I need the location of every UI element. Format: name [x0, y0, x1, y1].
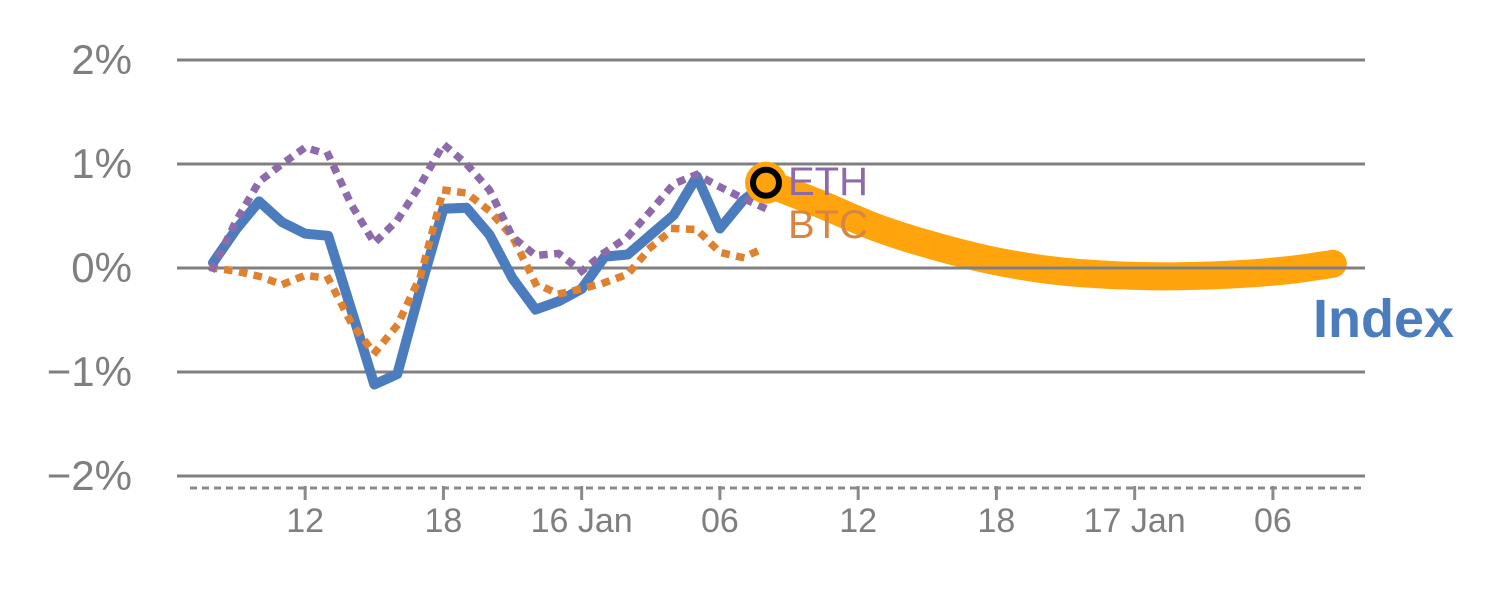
current-value-marker [750, 166, 783, 199]
x-tick-label: 12 [839, 502, 878, 540]
y-tick-label: 2% [71, 36, 132, 83]
series-label-eth: ETH [788, 160, 868, 204]
x-tick-label: 17 Jan [1083, 502, 1186, 540]
series-line-eth [207, 140, 771, 275]
forecast-band [752, 168, 1347, 291]
x-tick-label: 06 [700, 502, 739, 540]
series-label-btc: BTC [788, 203, 868, 247]
x-tick-label: 06 [1253, 502, 1292, 540]
x-tick-label: 16 Jan [530, 502, 633, 540]
y-tick-label: −2% [46, 452, 132, 499]
y-tick-label: 1% [71, 140, 132, 187]
series-label-index: Index [1313, 289, 1455, 349]
series-line-index [208, 171, 771, 390]
y-tick-label: 0% [71, 244, 132, 291]
x-tick-label: 18 [977, 502, 1016, 540]
x-tick-label: 18 [424, 502, 463, 540]
series-line-btc [208, 186, 771, 358]
x-tick-label: 12 [286, 502, 325, 540]
y-tick-label: −1% [46, 348, 132, 395]
